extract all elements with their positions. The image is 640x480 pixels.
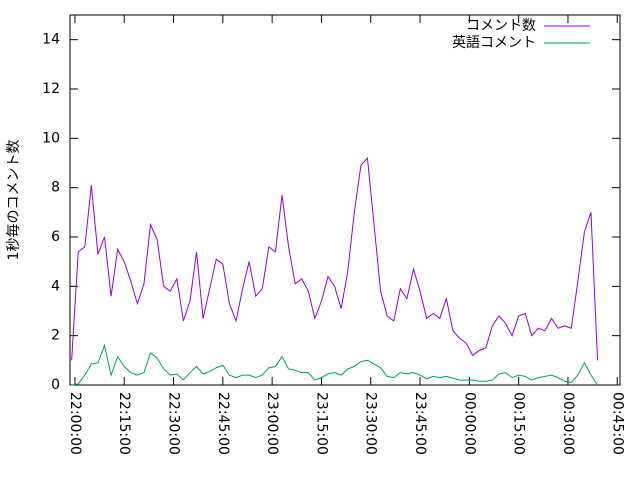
y-axis-label: 1秒毎のコメント数 — [6, 140, 22, 261]
y-tick-label: 14 — [42, 32, 60, 48]
legend-label: コメント数 — [466, 18, 536, 34]
x-tick-label: 00:15:00 — [511, 392, 527, 455]
plot-frame — [69, 14, 621, 386]
y-tick-label: 10 — [42, 130, 60, 146]
x-tick-label: 23:15:00 — [313, 392, 329, 455]
x-tick-label: 22:00:00 — [67, 392, 83, 455]
y-tick-label: 4 — [51, 278, 60, 294]
x-tick-label: 00:30:00 — [560, 392, 576, 455]
y-tick-label: 0 — [51, 377, 60, 393]
legend-label: 英語コメント — [452, 34, 536, 51]
x-tick-label: 23:30:00 — [363, 392, 379, 455]
y-tick-label: 6 — [51, 229, 60, 245]
x-tick-label: 22:45:00 — [215, 392, 231, 455]
x-tick-label: 22:30:00 — [166, 392, 182, 455]
series-line — [71, 343, 598, 386]
y-tick-label: 2 — [51, 328, 60, 344]
x-tick-label: 00:45:00 — [609, 392, 625, 455]
series-line — [71, 156, 599, 361]
y-tick-label: 8 — [51, 180, 60, 196]
x-tick-label: 23:00:00 — [264, 392, 280, 455]
x-tick-label: 22:15:00 — [116, 392, 132, 455]
x-tick-label: 00:00:00 — [461, 392, 477, 455]
x-tick-label: 23:45:00 — [412, 392, 428, 455]
y-tick-label: 12 — [42, 81, 60, 97]
